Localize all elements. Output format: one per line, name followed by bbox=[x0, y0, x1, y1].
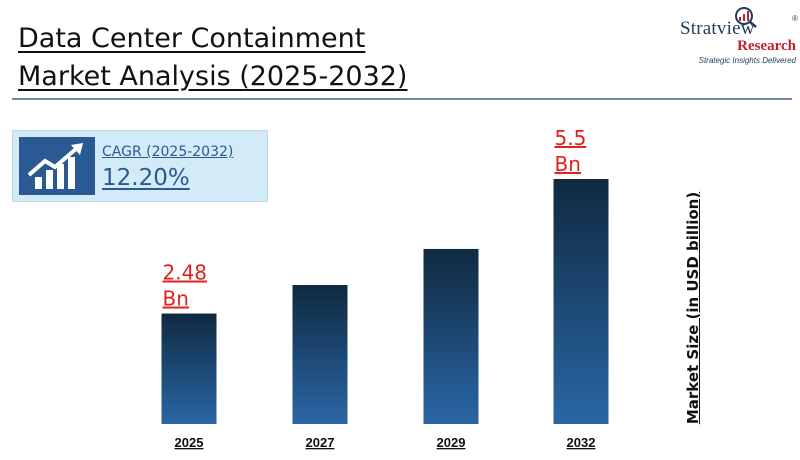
logo-name: Stratview bbox=[680, 18, 755, 39]
title-line-2: Market Analysis (2025-2032) bbox=[18, 61, 408, 92]
data-label-2025-line1: 2.48 bbox=[163, 261, 208, 285]
x-tick-label-2025: 2025 bbox=[175, 435, 204, 450]
logo-sub: Research bbox=[737, 38, 796, 54]
cagr-label: CAGR (2025-2032) bbox=[102, 144, 234, 160]
page-title: Data Center Containment Market Analysis … bbox=[18, 20, 407, 96]
bar-2027 bbox=[292, 285, 348, 424]
data-label-2032-line2: Bn bbox=[555, 152, 581, 176]
data-label-2025-line2: Bn bbox=[163, 287, 189, 311]
title-divider bbox=[12, 98, 792, 100]
bar-2029 bbox=[423, 248, 479, 424]
growth-chart-icon bbox=[19, 137, 95, 195]
chart-magnifier-icon bbox=[735, 7, 757, 28]
title-line-1: Data Center Containment bbox=[18, 23, 366, 54]
x-tick-label-2027: 2027 bbox=[306, 435, 335, 450]
logo-tagline: Strategic Insights Delivered bbox=[698, 56, 796, 65]
x-tick-label-2029: 2029 bbox=[437, 435, 466, 450]
y-axis-label: Market Size (in USD billion) bbox=[684, 191, 702, 425]
logo-registered-mark: ® bbox=[792, 14, 798, 23]
stratview-logo: Stratview ® Research Strategic Insights … bbox=[680, 6, 798, 68]
cagr-panel: CAGR (2025-2032) 12.20% bbox=[12, 130, 268, 202]
x-tick-label-2032: 2032 bbox=[567, 435, 596, 450]
bar-2032 bbox=[553, 179, 609, 424]
bar-2025 bbox=[161, 313, 217, 424]
data-label-2032-line1: 5.5 bbox=[555, 126, 587, 150]
cagr-value: 12.20% bbox=[102, 165, 190, 191]
